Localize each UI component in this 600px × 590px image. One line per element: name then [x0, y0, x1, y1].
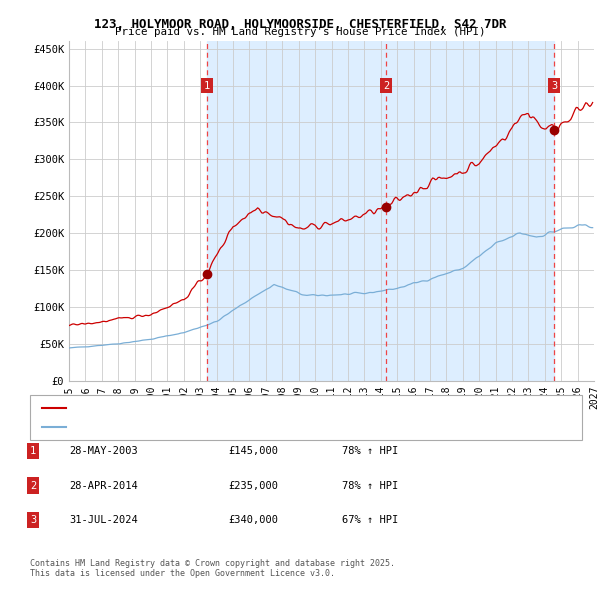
Text: 28-MAY-2003: 28-MAY-2003: [69, 447, 138, 456]
Text: 3: 3: [551, 81, 557, 90]
Text: £340,000: £340,000: [228, 515, 278, 525]
Text: Contains HM Land Registry data © Crown copyright and database right 2025.: Contains HM Land Registry data © Crown c…: [30, 559, 395, 568]
Text: 123, HOLYMOOR ROAD, HOLYMOORSIDE, CHESTERFIELD, S42 7DR (semi-detached house): 123, HOLYMOOR ROAD, HOLYMOORSIDE, CHESTE…: [72, 403, 515, 412]
Text: Price paid vs. HM Land Registry's House Price Index (HPI): Price paid vs. HM Land Registry's House …: [115, 27, 485, 37]
Text: £235,000: £235,000: [228, 481, 278, 490]
Text: This data is licensed under the Open Government Licence v3.0.: This data is licensed under the Open Gov…: [30, 569, 335, 578]
Text: 3: 3: [30, 515, 36, 525]
Text: 1: 1: [30, 447, 36, 456]
Text: 1: 1: [204, 81, 210, 90]
Text: £145,000: £145,000: [228, 447, 278, 456]
Text: HPI: Average price, semi-detached house, North East Derbyshire: HPI: Average price, semi-detached house,…: [72, 422, 428, 432]
Text: 78% ↑ HPI: 78% ↑ HPI: [342, 481, 398, 490]
Text: 28-APR-2014: 28-APR-2014: [69, 481, 138, 490]
Text: 67% ↑ HPI: 67% ↑ HPI: [342, 515, 398, 525]
Text: 2: 2: [30, 481, 36, 490]
Text: 2: 2: [383, 81, 389, 90]
Text: 78% ↑ HPI: 78% ↑ HPI: [342, 447, 398, 456]
Bar: [207, 41, 554, 381]
Text: 31-JUL-2024: 31-JUL-2024: [69, 515, 138, 525]
Text: 123, HOLYMOOR ROAD, HOLYMOORSIDE, CHESTERFIELD, S42 7DR: 123, HOLYMOOR ROAD, HOLYMOORSIDE, CHESTE…: [94, 18, 506, 31]
